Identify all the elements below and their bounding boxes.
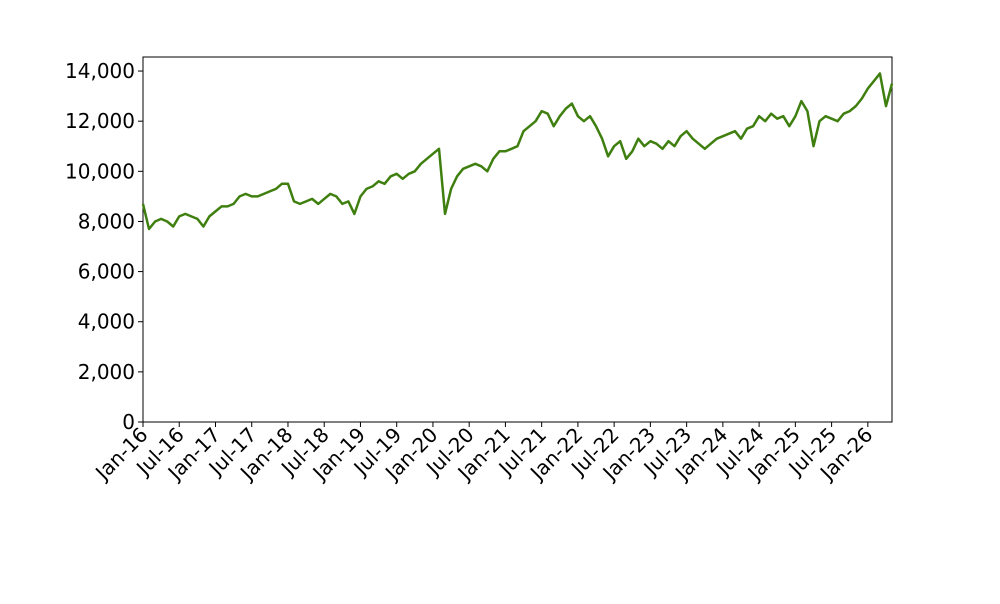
y-tick-label: 0	[122, 410, 135, 434]
data-line	[141, 72, 894, 231]
y-tick-label: 8,000	[78, 209, 135, 233]
y-tick-label: 14,000	[65, 59, 135, 83]
plot-frame	[142, 56, 893, 423]
y-tick-label: 6,000	[78, 260, 135, 284]
y-tick-label: 12,000	[65, 109, 135, 133]
y-tick-label: 4,000	[78, 310, 135, 334]
y-tick-label: 10,000	[65, 159, 135, 183]
y-tick-label: 2,000	[78, 360, 135, 384]
